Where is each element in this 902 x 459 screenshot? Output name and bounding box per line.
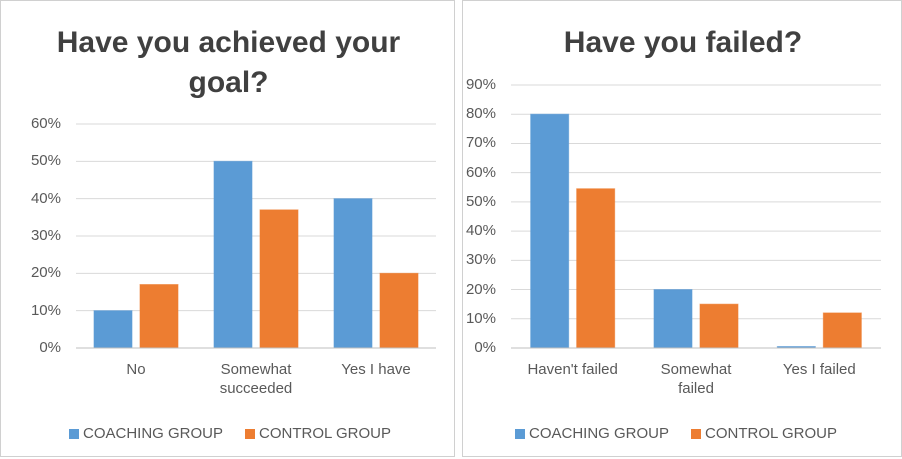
y-tick-label: 50% xyxy=(30,152,61,170)
y-tick-label: 0% xyxy=(39,339,61,356)
bar xyxy=(699,303,739,349)
y-tick-label: 40% xyxy=(30,189,61,207)
y-tick-label: 80% xyxy=(465,105,496,123)
y-tick-label: 60% xyxy=(30,115,61,132)
chart-panel: Have you achieved your goal? 0% 10% 20% 30% 4… xyxy=(0,0,455,457)
legend-swatch xyxy=(515,429,525,439)
x-tick-label: Yes I have xyxy=(341,361,411,378)
legend-label: COACHING GROUP xyxy=(529,425,670,442)
y-tick-label: 60% xyxy=(465,163,496,181)
y-tick-label: 20% xyxy=(30,264,61,282)
y-tick-label: 50% xyxy=(465,192,496,210)
y-tick-label: 30% xyxy=(30,227,61,244)
y-tick-label: 10% xyxy=(30,301,61,319)
chart xyxy=(511,84,881,349)
x-tick-label: Yes I failed xyxy=(782,361,856,378)
x-tick-label: Somewhat succeeded xyxy=(219,361,293,397)
legend-label: CONTROL GROUP xyxy=(259,425,391,442)
y-tick-label: 30% xyxy=(465,251,496,269)
x-tick-label: Somewhat failed xyxy=(660,361,732,397)
bar xyxy=(139,284,179,349)
bar xyxy=(259,209,299,349)
x-tick-label: No xyxy=(126,361,146,378)
legend-label: COACHING GROUP xyxy=(83,425,224,442)
y-tick-label: 90% xyxy=(465,76,496,93)
bar xyxy=(93,310,133,349)
y-tick-label: 10% xyxy=(465,309,496,327)
y-tick-label: 0% xyxy=(474,339,496,356)
bar xyxy=(530,113,570,349)
y-tick-label: 20% xyxy=(465,280,496,298)
legend-label: CONTROL GROUP xyxy=(705,425,837,442)
bar xyxy=(653,289,693,349)
x-tick-label: Haven't failed xyxy=(527,361,618,378)
legend-swatch xyxy=(69,429,79,439)
bar xyxy=(379,272,419,349)
bar xyxy=(576,188,616,349)
y-tick-label: 70% xyxy=(465,134,496,152)
chart xyxy=(76,123,436,349)
chart-panel: Have you failed? 0% 10% 20% 30% 40% 50% 60% 70% 8… xyxy=(462,0,902,457)
chart-title: Have you achieved your goal? xyxy=(56,26,401,99)
bar xyxy=(333,198,373,349)
bar xyxy=(213,160,253,349)
chart-title: Have you failed? xyxy=(563,26,803,59)
y-tick-label: 40% xyxy=(465,222,496,240)
bar xyxy=(822,312,862,349)
legend-swatch xyxy=(691,429,702,439)
legend-swatch xyxy=(245,429,256,439)
